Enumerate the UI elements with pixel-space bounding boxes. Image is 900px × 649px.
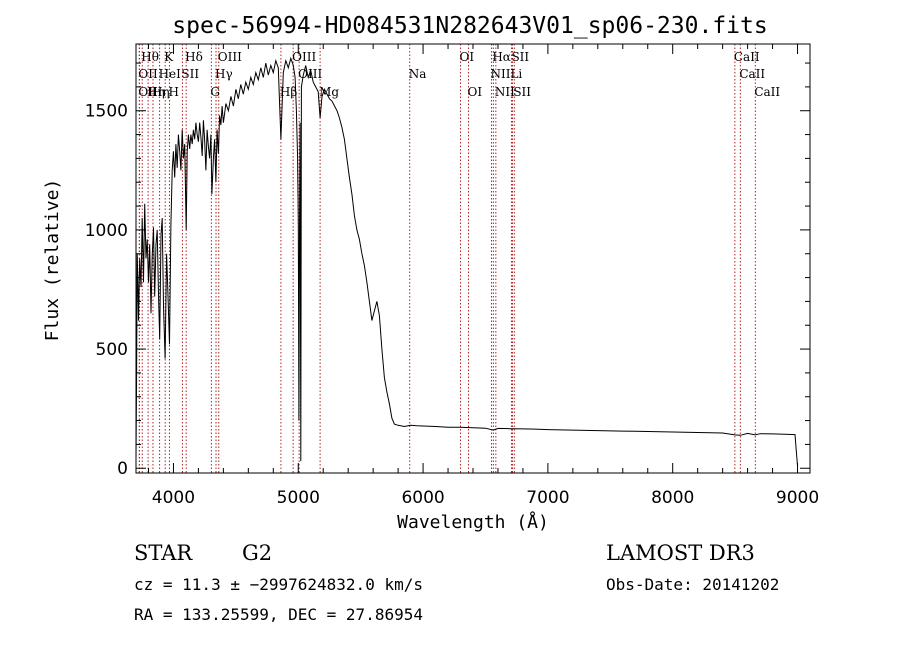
line-label-24: SII [511, 50, 529, 64]
line-label-2: OII [138, 85, 158, 99]
line-label-20: NII [490, 67, 510, 81]
line-label-11: Hγ [215, 67, 233, 81]
y-axis-ticks: 0 500 1000 1500 [85, 62, 810, 479]
line-label-8: SII [181, 67, 199, 81]
spectral-line-markers [138, 44, 756, 473]
line-label-12: OIII [218, 50, 242, 64]
spectral-line-labels: HθOIIOIIHηHηHeIKHSIIHδGHγOIIIHβOIIIOIIIM… [138, 50, 780, 99]
object-class: STAR [134, 541, 193, 565]
line-label-14: OIII [292, 50, 316, 64]
line-label-17: Na [409, 67, 427, 81]
line-label-22: NII [495, 85, 515, 99]
x-tick-label-3: 7000 [526, 488, 569, 508]
y-tick-label-1: 500 [96, 340, 128, 360]
line-label-16: Mg [319, 85, 339, 99]
line-label-0: Hθ [141, 50, 159, 64]
x-tick-label-2: 6000 [401, 488, 444, 508]
line-label-3: Hη [147, 85, 165, 99]
spectrum-series-line [135, 56, 798, 466]
x-tick-label-1: 5000 [277, 488, 320, 508]
observation-date: Obs-Date: 20141202 [606, 575, 779, 594]
x-axis-ticks: 4000 5000 6000 7000 8000 9000 [147, 44, 819, 508]
line-label-4: Hη [152, 85, 170, 99]
object-subclass: G2 [242, 541, 272, 565]
line-label-26: CaII [734, 50, 760, 64]
x-tick-label-4: 8000 [651, 488, 694, 508]
x-tick-label-0: 4000 [152, 488, 195, 508]
line-label-25: SII [513, 85, 531, 99]
y-tick-label-2: 1000 [85, 221, 128, 241]
line-label-10: G [210, 85, 220, 99]
redshift-cz: cz = 11.3 ± −2997624832.0 km/s [134, 575, 423, 594]
line-label-15: OIII [298, 67, 322, 81]
ra-dec-coordinates: RA = 133.25599, DEC = 27.86954 [134, 605, 423, 624]
line-label-21: Hα [492, 50, 511, 64]
plot-frame [135, 43, 811, 474]
x-tick-label-5: 9000 [776, 488, 819, 508]
line-label-28: CaII [754, 85, 780, 99]
y-tick-label-3: 1500 [85, 102, 128, 122]
y-axis-label: Flux (relative) [42, 179, 63, 342]
line-label-13: Hβ [280, 85, 297, 99]
line-label-27: CaII [739, 67, 765, 81]
line-label-5: HeI [159, 67, 182, 81]
line-label-7: H [168, 85, 178, 99]
line-label-1: OII [138, 67, 158, 81]
line-label-9: Hδ [185, 50, 203, 64]
survey-name: LAMOST DR3 [606, 541, 755, 565]
line-label-19: OI [468, 85, 483, 99]
line-label-18: OI [460, 50, 475, 64]
y-tick-label-0: 0 [117, 459, 128, 479]
chart-title: spec-56994-HD084531N282643V01_sp06-230.f… [172, 13, 767, 39]
line-label-23: Li [510, 67, 522, 81]
x-axis-label: Wavelength (Å) [397, 511, 549, 533]
line-label-6: K [164, 50, 174, 64]
